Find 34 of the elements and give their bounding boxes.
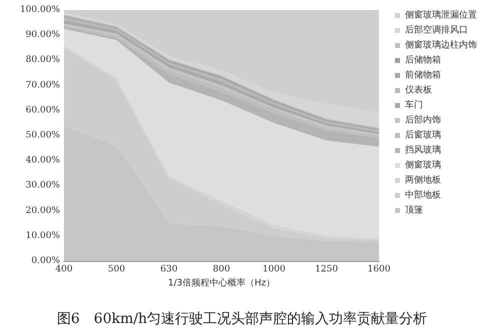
x-tick-label: 400 [55, 264, 73, 274]
legend-label: 后窗玻璃 [405, 130, 441, 140]
x-tick-label: 1600 [368, 264, 391, 274]
y-tick-label: 20.00% [26, 206, 60, 216]
y-tick-label: 100.00% [20, 5, 60, 15]
y-tick-label: 0.00% [31, 256, 60, 266]
x-tick-label: 800 [212, 264, 230, 274]
text: 图6 60km/h匀速行驶工况头部声腔的输入功率贡献量分析 [56, 311, 428, 327]
x-tick-label: 1250 [315, 264, 338, 274]
y-tick-label: 90.00% [26, 30, 60, 40]
legend-label: 车门 [405, 100, 423, 110]
y-tick-label: 80.00% [26, 55, 60, 66]
legend-label: 顶篷 [405, 204, 423, 216]
legend-label: 侧窗玻璃泄漏位置 [405, 10, 477, 20]
legend-label: 仪表板 [405, 84, 432, 96]
legend-label: 前储物箱 [405, 70, 441, 80]
legend-label: 中部地板 [405, 190, 441, 200]
legend-label: 挡风玻璃 [405, 144, 441, 156]
y-tick-label: 40.00% [26, 156, 60, 166]
y-tick-label: 10.00% [26, 230, 60, 241]
legend-label: 侧窗玻璃 [405, 160, 441, 170]
x-axis-title: 1/3倍频程中心概率（Hz） [168, 278, 275, 288]
y-tick-label: 30.00% [26, 180, 60, 191]
legend-label: 两侧地板 [405, 174, 441, 186]
x-tick-label: 630 [160, 264, 178, 274]
y-tick-label: 60.00% [26, 105, 60, 116]
legend-label: 后部空调排风口 [405, 24, 468, 36]
y-tick-label: 50.00% [26, 130, 60, 140]
legend-label: 后储物箱 [405, 54, 441, 66]
x-tick-label: 500 [108, 264, 126, 274]
y-tick-label: 70.00% [26, 80, 60, 90]
legend-label: 侧窗玻璃边柱内饰 [405, 40, 477, 50]
x-tick-label: 1000 [262, 264, 286, 274]
legend-label: 后部内饰 [405, 114, 441, 126]
